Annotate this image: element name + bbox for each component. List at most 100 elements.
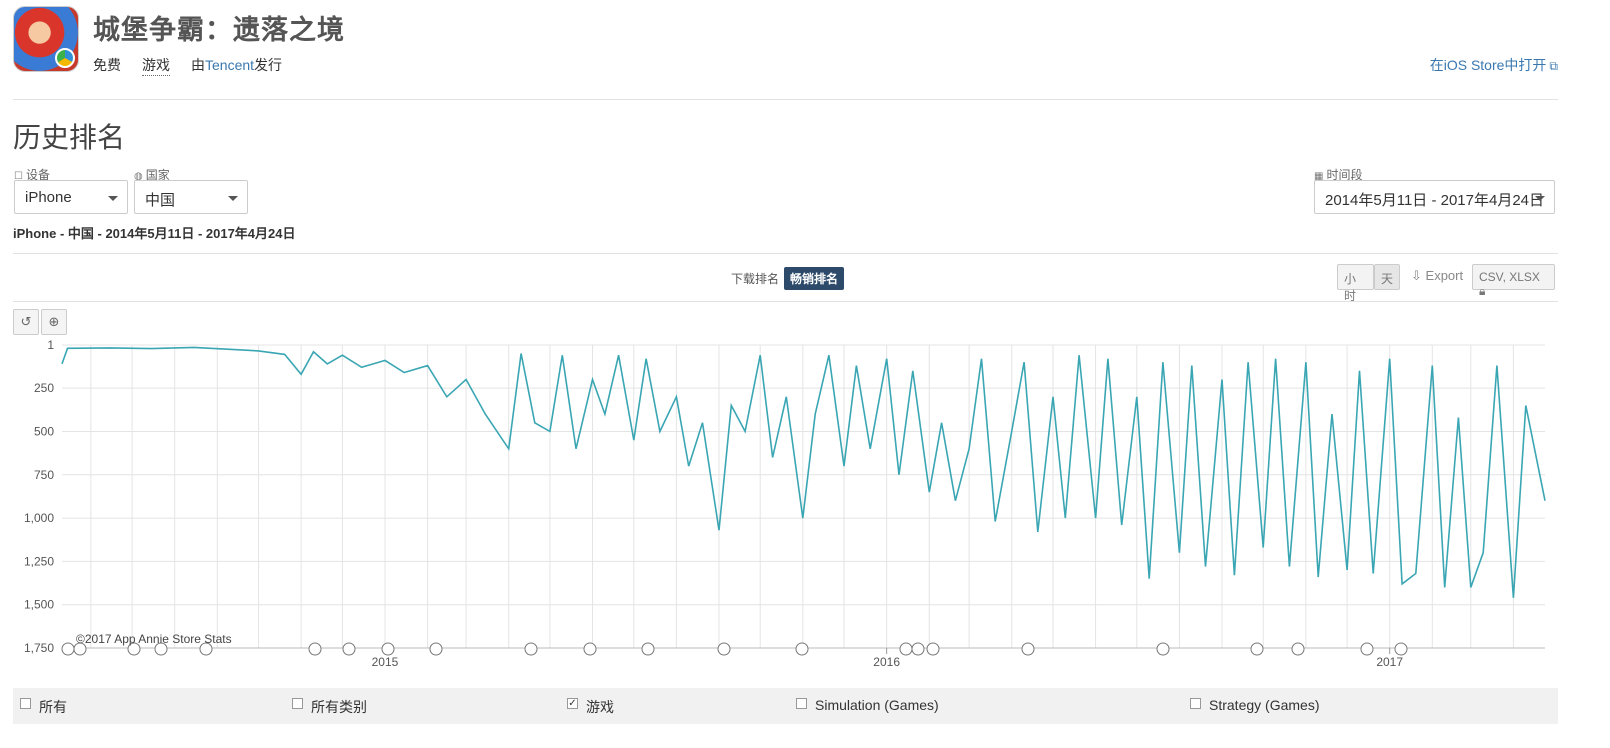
legend-checkbox[interactable] — [1190, 698, 1201, 709]
event-marker-icon — [73, 642, 87, 656]
legend-item[interactable]: Strategy (Games) — [1190, 697, 1319, 713]
csv-xlsx-button[interactable]: CSV, XLSX 🔒︎ — [1472, 264, 1555, 298]
divider — [13, 99, 1558, 100]
divider — [13, 301, 1558, 302]
external-link-icon: ⧉ — [1549, 59, 1558, 73]
open-store-label: 在iOS Store中打开 — [1429, 57, 1547, 73]
event-marker-icon — [795, 642, 809, 656]
publisher-link[interactable]: Tencent — [205, 57, 255, 73]
chart-subtitle: iPhone - 中国 - 2014年5月11日 - 2017年4月24日 — [13, 226, 296, 241]
export-label: ⇩ Export — [1411, 268, 1463, 284]
zoom-button[interactable]: ⊕ — [41, 309, 67, 335]
device-label: ☐ 设备 — [14, 166, 50, 183]
y-tick-label: 750 — [34, 468, 54, 482]
event-markers — [61, 642, 1408, 656]
divider — [13, 253, 1558, 254]
event-marker-icon — [1360, 642, 1374, 656]
y-tick-label: 1,750 — [24, 641, 54, 655]
event-marker-icon — [154, 642, 168, 656]
event-marker-icon — [199, 642, 213, 656]
country-label: ◍ 国家 — [134, 166, 170, 183]
download-icon: ⇩ — [1411, 268, 1422, 283]
event-marker-icon — [926, 642, 940, 656]
publisher-suffix: 发行 — [254, 57, 283, 73]
tencent-logo-icon — [55, 48, 75, 68]
chart-grid — [62, 344, 1545, 649]
zoom-in-icon: ⊕ — [48, 314, 60, 329]
legend-item[interactable]: ✓ 游戏 — [567, 697, 614, 717]
y-tick-label: 1 — [47, 338, 54, 352]
legend-item[interactable]: 所有 — [20, 697, 67, 717]
hour-button[interactable]: 小时 — [1337, 264, 1374, 303]
chart-credit: ©2017 App Annie Store Stats — [76, 632, 232, 646]
x-tick-label: 2015 — [372, 655, 399, 669]
section-title: 历史排名 — [13, 122, 126, 153]
app-title: 城堡争霸：遗落之境 — [93, 15, 345, 45]
event-marker-icon — [641, 642, 655, 656]
app-icon — [13, 6, 79, 72]
device-value: iPhone — [25, 189, 72, 206]
chevron-down-icon — [228, 196, 238, 201]
tab-downloads-rank[interactable]: 下载排名 — [731, 272, 780, 286]
legend-item[interactable]: 所有类别 — [292, 697, 367, 717]
day-button[interactable]: 天 — [1374, 264, 1400, 290]
export-text: Export — [1425, 268, 1464, 283]
y-tick-label: 500 — [34, 424, 54, 438]
legend-item[interactable]: Simulation (Games) — [796, 697, 939, 713]
country-value: 中国 — [145, 192, 176, 209]
event-marker-icon — [524, 642, 538, 656]
csv-xlsx-label: CSV, XLSX — [1479, 270, 1540, 284]
x-tick-label: 2017 — [1376, 655, 1403, 669]
event-marker-icon — [899, 642, 913, 656]
y-tick-label: 1,000 — [24, 511, 54, 525]
publisher-line: 由Tencent发行 — [191, 55, 282, 76]
publisher-prefix: 由 — [191, 57, 205, 73]
legend-checkbox[interactable]: ✓ — [567, 698, 578, 709]
legend-label: 所有 — [39, 699, 67, 715]
y-axis-ticks: 1 250 500 750 1,000 1,250 1,500 1,750 — [24, 338, 54, 655]
legend-label: 所有类别 — [311, 699, 367, 715]
event-marker-icon — [1291, 642, 1305, 656]
legend-checkbox[interactable] — [796, 698, 807, 709]
period-select[interactable]: 2014年5月11日 - 2017年4月24日 — [1314, 180, 1555, 214]
calendar-icon: ▦ — [1314, 171, 1324, 182]
event-marker-icon — [429, 642, 443, 656]
undo-icon: ↺ — [20, 314, 32, 329]
event-marker-icon — [342, 642, 356, 656]
device-select[interactable]: iPhone — [14, 180, 128, 214]
event-marker-icon — [717, 642, 731, 656]
event-marker-icon — [61, 642, 75, 656]
event-marker-icon — [308, 642, 322, 656]
x-tick-label: 2016 — [873, 655, 900, 669]
period-label-text: 时间段 — [1326, 168, 1363, 182]
y-tick-label: 1,250 — [24, 554, 54, 568]
legend-checkbox[interactable] — [20, 698, 31, 709]
event-marker-icon — [1250, 642, 1264, 656]
legend-label: Simulation (Games) — [815, 697, 939, 713]
event-marker-icon — [911, 642, 925, 656]
event-marker-icon — [1394, 642, 1408, 656]
lock-icon: 🔒︎ — [1479, 284, 1486, 298]
legend-checkbox[interactable] — [292, 698, 303, 709]
tab-revenue-rank[interactable]: 畅销排名 — [784, 267, 845, 290]
y-tick-label: 250 — [34, 381, 54, 395]
legend-label: Strategy (Games) — [1209, 697, 1320, 713]
country-label-text: 国家 — [145, 168, 170, 182]
legend-bar — [13, 688, 1558, 724]
category-link[interactable]: 游戏 — [142, 55, 170, 76]
price-label: 免费 — [93, 57, 121, 73]
event-marker-icon — [1021, 642, 1035, 656]
app-meta: 免费 游戏 由Tencent发行 — [93, 55, 282, 76]
open-in-store-link[interactable]: 在iOS Store中打开 ⧉ — [1430, 55, 1558, 75]
chevron-down-icon — [1535, 196, 1545, 201]
event-marker-icon — [1156, 642, 1170, 656]
event-marker-icon — [127, 642, 141, 656]
device-icon: ☐ — [14, 171, 23, 182]
period-value: 2014年5月11日 - 2017年4月24日 — [1325, 192, 1545, 209]
event-marker-icon — [583, 642, 597, 656]
rank-chart[interactable]: 1 250 500 750 1,000 1,250 1,500 1,750 2015 2016 2… — [0, 330, 1610, 675]
reset-zoom-button[interactable]: ↺ — [13, 309, 39, 335]
country-select[interactable]: 中国 — [134, 180, 248, 214]
event-marker-icon — [381, 642, 395, 656]
series-line-games — [61, 346, 1546, 598]
